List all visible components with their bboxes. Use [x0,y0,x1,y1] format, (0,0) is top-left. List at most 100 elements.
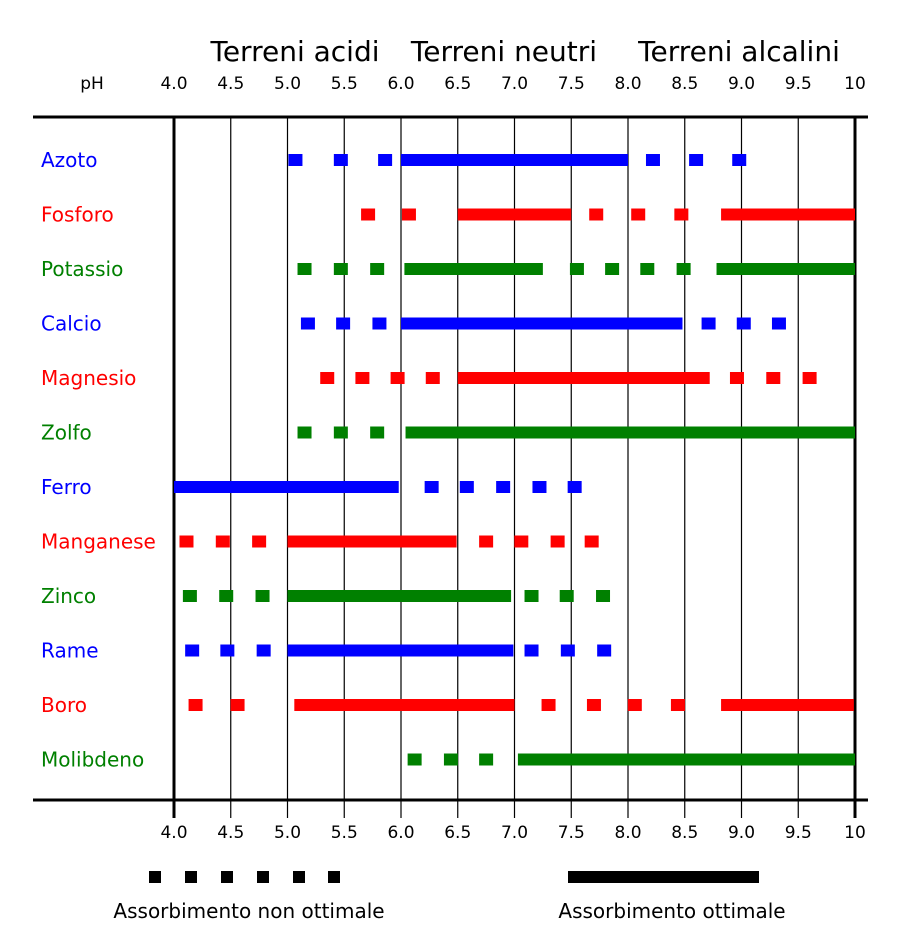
legend-dash [293,871,305,883]
non-optimal-dash [596,590,611,602]
non-optimal-dash [297,426,312,439]
non-optimal-dash [355,372,370,384]
row-fosforo: Fosforo [41,203,855,227]
non-optimal-dash [569,263,584,275]
row-rame: Rame [41,639,612,663]
optimal-segment [287,644,514,657]
non-optimal-dash [560,644,575,657]
non-optimal-dash [320,372,335,384]
optimal-segment [721,208,855,221]
legend: Assorbimento non ottimale Assorbimento ot… [113,871,786,923]
non-optimal-dash [766,372,781,384]
non-optimal-dash [729,372,744,384]
non-optimal-dash [288,154,303,166]
legend-dash [149,871,161,883]
row-zolfo: Zolfo [41,421,855,445]
non-optimal-dash [645,154,660,166]
bottom-tick-label: 5.0 [274,823,301,843]
optimal-segment [404,263,543,275]
nutrient-label: Magnesio [41,366,136,390]
optimal-segment [401,154,628,166]
non-optimal-dash [640,263,655,275]
non-optimal-dash [524,644,539,657]
row-molibdeno: Molibdeno [41,748,855,772]
non-optimal-dash [188,699,203,711]
row-zinco: Zinco [41,584,611,608]
nutrient-rows: Azoto Fosforo Potassio Calcio Magnesio Zolfo F… [41,148,855,772]
bottom-tick-label: 8.5 [671,823,698,843]
top-tick-label: 7.5 [558,74,585,94]
row-calcio: Calcio [41,312,786,336]
zone-label: Terreni acidi [209,35,379,68]
optimal-segment [294,699,515,711]
top-tick-label: 6.0 [387,74,414,94]
non-optimal-dash [676,263,691,275]
non-optimal-dash [732,154,747,166]
non-optimal-dash [559,590,574,602]
top-tick-label: 8.5 [671,74,698,94]
non-optimal-dash [230,699,245,711]
bottom-tick-label: 6.0 [387,823,414,843]
nutrient-label: Manganese [41,530,156,554]
legend-solid-bar [568,871,759,883]
bottom-tick-label: 7.5 [558,823,585,843]
non-optimal-dash [256,644,271,657]
bottom-tick-label: 6.5 [444,823,471,843]
non-optimal-dash [378,154,393,166]
nutrient-label: Ferro [41,475,92,499]
non-optimal-dash [215,535,230,548]
top-tick-label: 9.5 [785,74,812,94]
non-optimal-dash [631,208,646,221]
nutrient-label: Molibdeno [41,748,144,772]
row-manganese: Manganese [41,530,599,554]
legend-solid-label: Assorbimento ottimale [558,899,785,923]
top-tick-label: 10 [844,74,866,94]
non-optimal-dash [597,644,612,657]
non-optimal-dash [336,317,351,330]
optimal-segment [174,481,399,493]
non-optimal-dash [605,263,620,275]
bottom-tick-label: 9.5 [785,823,812,843]
zone-label: Terreni alcalini [637,35,840,68]
nutrient-label: Zinco [41,584,96,608]
top-tick-label: 5.5 [331,74,358,94]
legend-dash [257,871,269,883]
top-tick-label: 9.0 [728,74,755,94]
non-optimal-dash [670,699,685,711]
non-optimal-dash [333,426,348,439]
non-optimal-dash [255,590,270,602]
nutrient-label: Potassio [41,257,123,281]
bottom-tick-label: 9.0 [728,823,755,843]
optimal-segment [287,535,457,548]
legend-dash [221,871,233,883]
bottom-tick-label: 4.0 [160,823,187,843]
optimal-segment [405,426,855,439]
non-optimal-dash [407,753,422,766]
non-optimal-dash [550,535,565,548]
non-optimal-dash [443,753,458,766]
optimal-segment [517,753,855,766]
row-magnesio: Magnesio [41,366,817,390]
zone-label: Terreni neutri [410,35,597,68]
top-tick-label: 7.0 [501,74,528,94]
non-optimal-dash [300,317,315,330]
non-optimal-dash [532,481,547,493]
bottom-tick-label: 5.5 [331,823,358,843]
non-optimal-dash [524,590,539,602]
bottom-tick-label: 8.0 [614,823,641,843]
legend-dash [185,871,197,883]
non-optimal-dash [370,263,385,275]
bottom-tick-label: 10 [844,823,866,843]
top-tick-label: 6.5 [444,74,471,94]
non-optimal-dash [689,154,704,166]
nutrient-label: Calcio [41,312,102,336]
non-optimal-dash [479,753,494,766]
row-boro: Boro [41,693,854,717]
non-optimal-dash [390,372,405,384]
bottom-tick-label: 7.0 [501,823,528,843]
top-tick-label: 4.5 [217,74,244,94]
nutrient-label: Rame [41,639,99,663]
non-optimal-dash [771,317,786,330]
non-optimal-dash [361,208,376,221]
